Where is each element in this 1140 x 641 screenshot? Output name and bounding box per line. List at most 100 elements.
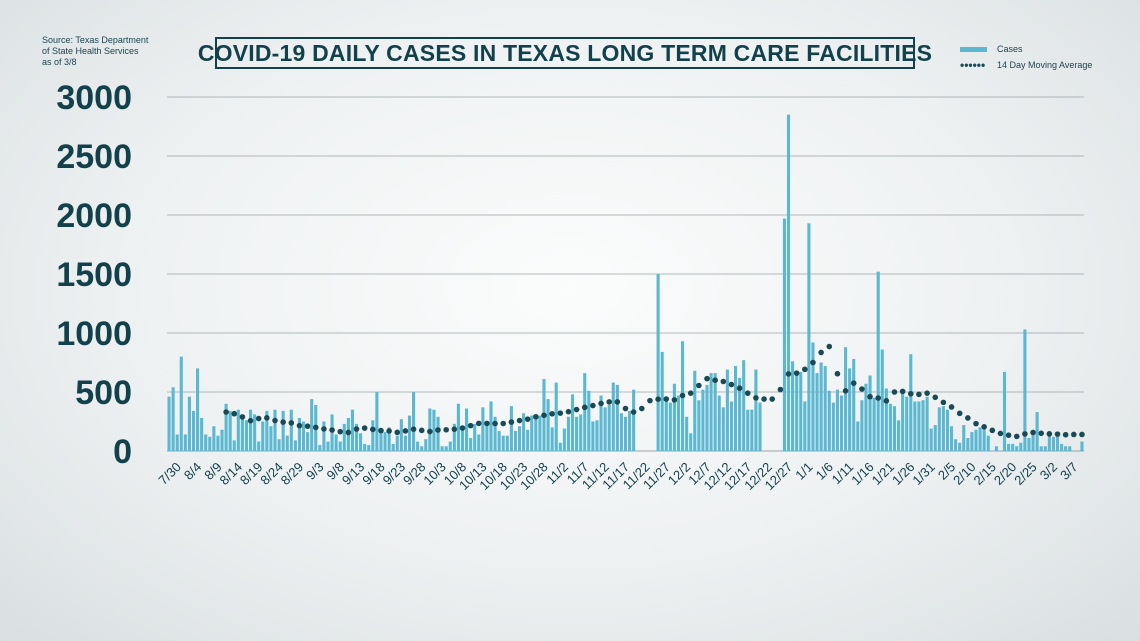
x-tick-label-8-4: 8/4	[181, 459, 204, 482]
avg-point-212	[1030, 429, 1036, 436]
avg-point-188	[932, 394, 939, 401]
bar-106	[599, 395, 603, 451]
bar-41	[334, 434, 338, 451]
avg-point-132	[704, 375, 710, 382]
bar-220	[1064, 446, 1068, 451]
bar-77	[481, 407, 485, 451]
avg-point-202	[989, 427, 996, 434]
bar-87	[522, 413, 526, 451]
avg-point-130	[696, 382, 702, 389]
bar-4	[183, 434, 187, 451]
bar-45	[350, 409, 354, 451]
avg-point-156	[802, 366, 808, 373]
bar-158	[811, 342, 815, 451]
avg-point-30	[288, 420, 295, 426]
bar-52	[379, 428, 383, 451]
avg-point-14	[223, 409, 229, 415]
bar-63	[424, 439, 428, 451]
bar-110	[615, 384, 619, 451]
avg-point-32	[296, 422, 303, 429]
bar-190	[941, 406, 945, 451]
bar-209	[1019, 442, 1023, 451]
bar-18	[240, 416, 244, 451]
bar-8	[200, 417, 204, 451]
avg-point-224	[1079, 431, 1085, 438]
bar-2	[175, 434, 179, 451]
avg-point-92	[541, 412, 547, 419]
avg-point-168	[850, 380, 857, 386]
bar-200	[982, 426, 986, 451]
avg-point-136	[720, 378, 727, 385]
bar-221	[1068, 446, 1072, 451]
avg-point-20	[247, 417, 254, 424]
bar-133	[709, 373, 713, 451]
avg-point-58	[402, 428, 409, 434]
x-tick-label-1-31: 1/31	[909, 459, 938, 488]
bar-142	[746, 409, 750, 451]
bar-164	[835, 389, 839, 451]
bar-182	[909, 354, 913, 451]
bar-57	[399, 419, 403, 451]
bar-19	[244, 420, 249, 451]
avg-point-40	[329, 427, 335, 433]
avg-point-114	[630, 409, 637, 415]
bar-216	[1047, 430, 1051, 451]
avg-point-116	[639, 405, 645, 412]
bar-59	[407, 415, 412, 451]
avg-point-192	[948, 404, 955, 410]
bar-22	[257, 441, 261, 451]
bar-21	[253, 414, 257, 451]
bar-121	[660, 351, 664, 451]
bar-151	[782, 218, 786, 451]
bar-114	[632, 389, 636, 451]
y-tick-label-3000: 3000	[56, 79, 132, 117]
bar-139	[733, 366, 738, 451]
avg-point-222	[1071, 431, 1077, 438]
bar-90	[534, 419, 538, 451]
bar-173	[872, 397, 876, 451]
bar-105	[595, 420, 599, 451]
bar-178	[892, 406, 897, 451]
bar-39	[326, 441, 330, 451]
bar-61	[416, 441, 420, 451]
bar-23	[261, 421, 265, 451]
avg-point-140	[736, 385, 743, 392]
avg-point-76	[475, 420, 482, 427]
avg-point-174	[875, 395, 881, 401]
avg-point-70	[451, 426, 458, 432]
bar-79	[489, 401, 493, 451]
avg-point-50	[370, 426, 376, 433]
bar-13	[220, 429, 224, 451]
bar-214	[1039, 446, 1043, 451]
chart-title-box: COVID-19 DAILY CASES IN TEXAS LONG TERM …	[198, 37, 932, 69]
legend-label-average: 14 Day Moving Average	[997, 60, 1093, 70]
bar-82	[501, 435, 505, 451]
avg-point-172	[867, 393, 873, 400]
avg-point-166	[842, 388, 849, 394]
bar-184	[917, 401, 921, 451]
avg-point-60	[410, 426, 417, 432]
bar-6	[191, 410, 196, 451]
bar-34	[306, 432, 310, 451]
bar-122	[664, 401, 668, 451]
avg-point-36	[312, 424, 319, 431]
bar-170	[860, 400, 864, 451]
bar-33	[301, 421, 306, 451]
avg-point-100	[573, 406, 580, 413]
bar-218	[1055, 434, 1060, 451]
bar-191	[945, 409, 950, 451]
bar-28	[281, 410, 285, 451]
bar-75	[473, 423, 477, 451]
bar-62	[420, 446, 424, 451]
bar-12	[216, 435, 220, 451]
bar-76	[477, 434, 481, 451]
avg-point-72	[459, 425, 466, 431]
bar-215	[1043, 446, 1047, 451]
bar-174	[876, 271, 880, 451]
x-tick-label-3-7: 3/7	[1057, 459, 1080, 482]
bar-38	[322, 421, 326, 451]
bar-107	[603, 407, 607, 451]
bar-167	[848, 368, 852, 451]
avg-point-162	[826, 343, 833, 350]
bar-145	[758, 402, 762, 451]
